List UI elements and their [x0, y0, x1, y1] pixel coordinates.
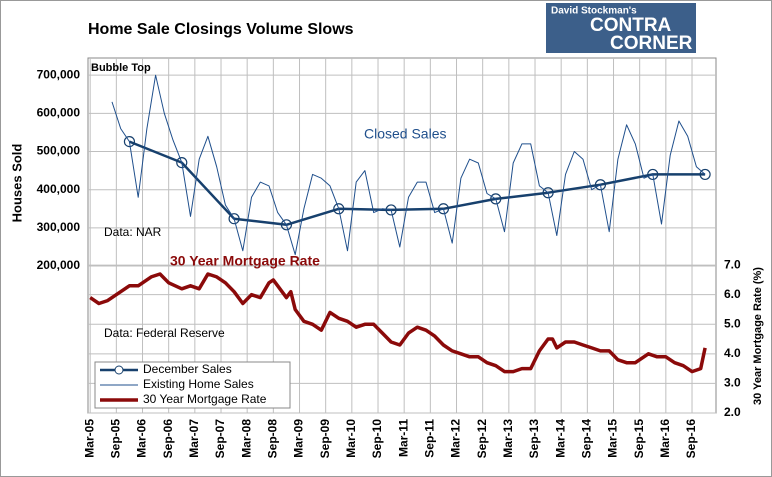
annotation: 30 Year Mortgage Rate: [170, 253, 320, 269]
chart-title: Home Sale Closings Volume Slows: [88, 21, 354, 38]
marker: [490, 193, 502, 205]
x-tick-label: Mar-08: [239, 419, 253, 458]
x-tick-label: Mar-14: [553, 419, 567, 458]
x-tick-label: Sep-15: [632, 419, 646, 459]
logo-text: David Stockman's: [551, 6, 637, 17]
y-axis-title: Houses Sold: [9, 144, 24, 223]
y2-tick-label: 2.0: [724, 405, 741, 419]
x-tick-label: Mar-12: [449, 419, 463, 458]
logo-bg: [546, 3, 696, 53]
legend-marker: [114, 365, 124, 375]
y-tick-label: 400,000: [37, 182, 81, 196]
y2-tick-label: 3.0: [724, 376, 741, 390]
annotation: Bubble Top: [91, 62, 151, 74]
marker: [176, 156, 188, 169]
marker: [123, 135, 136, 148]
x-tick-label: Sep-05: [109, 419, 123, 459]
logo: David Stockman's CONTRA CORNER: [546, 3, 696, 54]
series-line: [128, 140, 706, 227]
x-tick-label: Mar-16: [658, 419, 672, 458]
marker: [385, 204, 397, 216]
x-tick-label: Sep-14: [580, 419, 594, 459]
logo-text: CONTRA: [590, 15, 672, 36]
x-tick-label: Mar-10: [344, 419, 358, 458]
x-tick-label: Mar-11: [396, 419, 410, 457]
x-tick-label: Sep-09: [318, 419, 332, 459]
series-line: [89, 272, 707, 374]
y-tick-label: 700,000: [37, 67, 81, 81]
x-tick-label: Sep-08: [266, 419, 280, 459]
y2-tick-label: 6.0: [724, 287, 741, 301]
marker: [647, 168, 659, 181]
x-tick-label: Mar-06: [135, 419, 149, 458]
annotation: Closed Sales: [364, 126, 447, 142]
legend-label: December Sales: [143, 362, 232, 376]
marker: [437, 203, 450, 215]
x-tick-label: Sep-07: [213, 419, 227, 459]
y-tick-label: 200,000: [37, 258, 81, 272]
y2-tick-label: 7.0: [724, 257, 741, 271]
series-line: [111, 74, 706, 256]
x-tick-label: Mar-09: [292, 419, 306, 458]
y-tick-label: 600,000: [37, 106, 81, 120]
legend-label: 30 Year Mortgage Rate: [143, 392, 267, 406]
marker: [280, 219, 293, 231]
marker: [699, 168, 711, 181]
x-tick-label: Mar-15: [606, 419, 620, 458]
x-tick-label: Mar-13: [501, 419, 515, 458]
y-tick-label: 300,000: [37, 220, 81, 234]
y2-tick-label: 5.0: [724, 316, 741, 330]
marker: [542, 187, 554, 199]
annotation: Data: Federal Reserve: [104, 326, 225, 340]
legend-label: Existing Home Sales: [143, 377, 254, 391]
y2-tick-label: 4.0: [724, 346, 741, 360]
x-tick-label: Sep-06: [161, 419, 175, 459]
marker: [594, 179, 607, 191]
x-tick-label: Sep-12: [475, 419, 489, 459]
x-tick-label: Sep-10: [370, 419, 384, 459]
marker: [333, 203, 345, 215]
marker: [228, 213, 240, 225]
x-tick-label: Sep-11: [423, 419, 437, 458]
x-tick-label: Mar-07: [187, 419, 201, 458]
y2-axis-title: 30 Year Mortgage Rate (%): [752, 267, 764, 405]
x-tick-label: Sep-16: [684, 419, 698, 459]
annotation: Data: NAR: [104, 225, 162, 239]
x-tick-label: Mar-05: [82, 419, 96, 458]
y-tick-label: 500,000: [37, 144, 81, 158]
logo-text: CORNER: [610, 33, 693, 54]
x-tick-label: Sep-13: [527, 419, 541, 459]
